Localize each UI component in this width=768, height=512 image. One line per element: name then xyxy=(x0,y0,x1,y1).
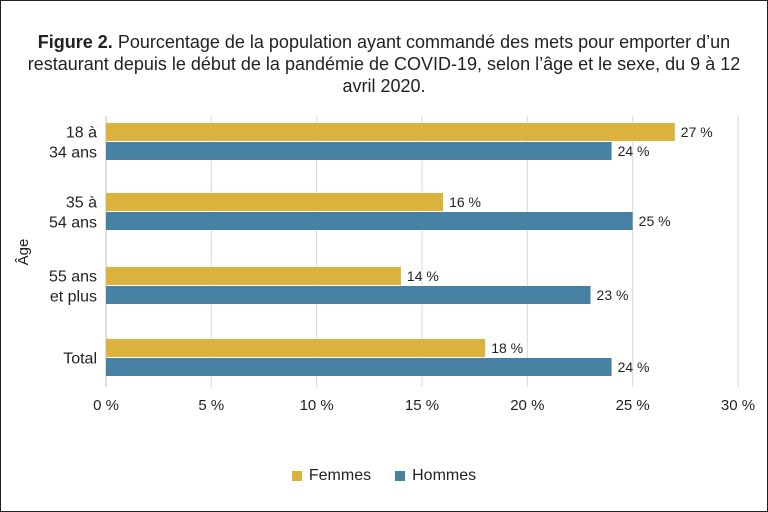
y-tick-label: et plus xyxy=(50,289,97,306)
bar-femmes xyxy=(106,267,401,285)
data-label: 14 % xyxy=(407,268,439,284)
title-text: Pourcentage de la population ayant comma… xyxy=(27,32,741,96)
legend-item-femmes: Femmes xyxy=(291,467,372,485)
bar-hommes xyxy=(106,286,591,304)
x-tick-label: 15 % xyxy=(405,397,439,414)
legend-item-hommes: Hommes xyxy=(395,467,476,485)
y-tick-label: Total xyxy=(63,351,97,368)
x-tick-label: 5 % xyxy=(198,397,224,414)
x-tick-label: 10 % xyxy=(300,397,334,414)
bars: 27 % 24 % 16 % 25 % 14 % 23 % 18 % 24 % xyxy=(106,123,713,376)
y-tick-label: 34 ans xyxy=(49,145,97,162)
bar-hommes xyxy=(106,142,612,160)
x-tick-label: 30 % xyxy=(721,397,755,414)
data-label: 23 % xyxy=(597,287,629,303)
x-tick-label: 25 % xyxy=(616,397,650,414)
legend-swatch-hommes xyxy=(395,471,406,481)
data-label: 18 % xyxy=(491,340,523,356)
bar-femmes xyxy=(106,193,444,211)
x-tick-label: 20 % xyxy=(510,397,544,414)
y-tick-label: 35 à xyxy=(66,195,97,212)
y-tick-label: 55 ans xyxy=(49,269,97,286)
y-tick-label: 18 à xyxy=(66,125,97,142)
data-label: 16 % xyxy=(449,194,481,210)
data-label: 24 % xyxy=(618,359,650,375)
bar-femmes xyxy=(106,339,486,357)
chart-title: Figure 2. Pourcentage de la population a… xyxy=(20,31,748,97)
y-tick-labels: 18 à 34 ans 35 à 54 ans 55 ans et plus Total xyxy=(49,125,97,368)
y-tick-label: 54 ans xyxy=(49,215,97,232)
legend: Femmes Hommes xyxy=(0,467,768,485)
y-axis-label: Âge xyxy=(15,239,32,266)
bar-femmes xyxy=(106,123,675,141)
x-tick-label: 0 % xyxy=(93,397,119,414)
data-label: 25 % xyxy=(639,213,671,229)
legend-label-femmes: Femmes xyxy=(308,467,372,484)
data-label: 24 % xyxy=(618,143,650,159)
figure-number: Figure 2. xyxy=(37,32,113,52)
bar-hommes xyxy=(106,358,612,376)
data-label: 27 % xyxy=(681,124,713,140)
legend-swatch-femmes xyxy=(291,471,302,481)
bar-hommes xyxy=(106,212,633,230)
x-tick-labels: 0 % 5 % 10 % 15 % 20 % 25 % 30 % xyxy=(93,397,755,414)
legend-label-hommes: Hommes xyxy=(412,467,477,484)
